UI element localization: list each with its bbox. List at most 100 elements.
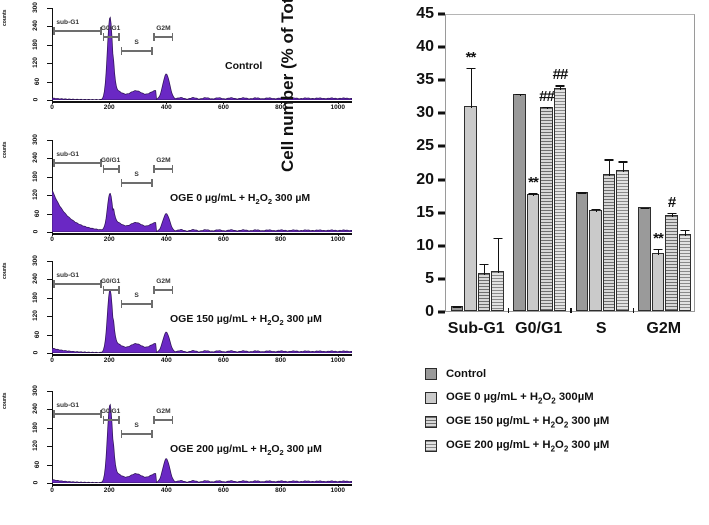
- flow-region-label: G0/G1: [100, 157, 121, 164]
- error-bar-cap: [667, 213, 676, 215]
- flow-x-tick-mark: [166, 233, 168, 236]
- error-bar: [685, 229, 687, 236]
- flow-y-axis: [52, 8, 54, 102]
- significance-marker: ##: [552, 66, 569, 84]
- bar-y-tick-mark: [438, 144, 445, 148]
- flow-x-tick-mark: [337, 233, 339, 236]
- flow-y-axis: [52, 140, 54, 234]
- flow-x-tick-mark: [337, 354, 339, 357]
- flow-y-tick: 0: [32, 480, 40, 485]
- flow-x-minor-tick: [137, 233, 139, 235]
- error-bar: [609, 159, 611, 176]
- legend-label: OGE 200 µg/mL + H2O2 300 µM: [446, 438, 610, 454]
- bar-y-tick-mark: [438, 178, 445, 182]
- significance-marker: **: [528, 174, 539, 192]
- flow-x-minor-tick: [180, 484, 182, 486]
- flow-y-tick-mark: [47, 8, 52, 9]
- flow-x-minor-tick: [152, 354, 153, 356]
- flow-x-tick: 600: [217, 487, 229, 494]
- flow-x-minor-tick: [152, 101, 153, 103]
- flow-x-minor-tick: [309, 354, 311, 356]
- bar-group-divider-tick: [507, 308, 509, 313]
- flow-x-tick-mark: [52, 484, 53, 487]
- legend-item-3: OGE 200 µg/mL + H2O2 300 µM: [425, 434, 709, 458]
- flow-x-minor-tick: [66, 354, 68, 356]
- flow-x-minor-tick: [209, 101, 211, 103]
- flow-region-marker: [53, 159, 102, 166]
- error-bar: [560, 85, 562, 90]
- error-bar-cap: [452, 306, 462, 308]
- flow-y-axis-label: counts: [2, 392, 8, 409]
- flow-y-tick-mark: [47, 427, 52, 429]
- flow-y-tick-mark: [47, 334, 52, 336]
- flow-x-minor-tick: [266, 233, 268, 235]
- bar-y-tick: 45: [416, 5, 434, 22]
- flow-y-tick-mark: [47, 195, 52, 197]
- flow-x-minor-tick: [137, 354, 139, 356]
- flow-region-label: G2M: [156, 25, 171, 32]
- flow-x-axis: [52, 233, 352, 235]
- flow-y-tick-mark: [47, 409, 52, 411]
- flow-region-label: sub-G1: [56, 272, 80, 279]
- flow-y-tick: 300: [31, 385, 39, 396]
- flow-x-minor-tick: [94, 101, 96, 103]
- flow-x-tick-mark: [337, 101, 339, 104]
- flow-x-tick-mark: [166, 484, 168, 487]
- flow-y-tick: 120: [31, 189, 39, 201]
- flow-x-tick: 600: [217, 236, 229, 243]
- error-bar-cap: [604, 159, 614, 161]
- flow-y-tick: 300: [31, 255, 39, 266]
- legend-item-1: OGE 0 µg/mL + H2O2 300µM: [425, 386, 709, 410]
- flow-x-tick: 600: [217, 357, 229, 364]
- flow-x-tick-mark: [166, 101, 168, 104]
- flow-y-tick: 60: [34, 330, 42, 338]
- bar-y-tick: 20: [416, 170, 434, 188]
- flow-region-label: S: [134, 292, 139, 299]
- bar-S-series0: [575, 192, 589, 311]
- flow-x-minor-tick: [323, 354, 325, 356]
- significance-marker: #: [667, 194, 676, 211]
- flow-x-minor-tick: [309, 233, 311, 235]
- flow-x-tick: 400: [160, 236, 172, 243]
- flow-y-tick: 180: [31, 38, 39, 50]
- flow-region-marker: [153, 286, 174, 293]
- flow-y-tick: 60: [34, 77, 42, 85]
- flow-x-minor-tick: [237, 354, 239, 356]
- flow-y-tick: 300: [31, 134, 39, 145]
- flow-x-tick-mark: [223, 101, 225, 104]
- bar-chart-plot-area: ** ** ## ## ** #: [445, 14, 695, 312]
- flow-x-minor-tick: [80, 233, 82, 235]
- bar-S-series3: [616, 169, 629, 311]
- flow-y-tick: 120: [31, 57, 39, 69]
- flow-region-marker: [102, 286, 121, 293]
- flow-x-minor-tick: [294, 101, 296, 103]
- flow-x-tick-mark: [337, 484, 339, 487]
- bar-G2M-series1: [651, 252, 665, 311]
- flow-x-tick-mark: [109, 354, 111, 357]
- flow-y-tick: 180: [31, 291, 39, 303]
- bar-SubG1-series1: [464, 105, 477, 311]
- bar-G0G1-series1: [526, 194, 540, 311]
- flow-y-tick: 60: [34, 460, 42, 468]
- flow-y-tick-mark: [47, 446, 52, 448]
- flow-y-axis-label: counts: [2, 262, 8, 279]
- flow-x-minor-tick: [94, 354, 96, 356]
- flow-region-marker: [53, 410, 102, 417]
- flow-x-minor-tick: [80, 354, 82, 356]
- error-bar-cap: [528, 193, 538, 195]
- bar-y-tick-mark: [438, 45, 445, 49]
- bar-x-category-label: G2M: [646, 320, 682, 337]
- flow-y-tick: 0: [32, 350, 40, 355]
- flow-x-tick-mark: [52, 354, 53, 357]
- bar-y-tick: 15: [416, 203, 434, 221]
- flow-y-tick-mark: [47, 63, 52, 65]
- bar-y-tick: 5: [425, 269, 434, 287]
- bar-SubG1-series3: [491, 271, 504, 311]
- flow-x-minor-tick: [323, 484, 325, 486]
- bar-G2M-series2: [665, 214, 678, 311]
- flow-x-minor-tick: [66, 101, 68, 103]
- flow-x-tick-mark: [280, 101, 282, 104]
- error-bar: [470, 67, 472, 108]
- flow-region-label: sub-G1: [56, 402, 80, 409]
- error-bar-cap: [515, 93, 524, 96]
